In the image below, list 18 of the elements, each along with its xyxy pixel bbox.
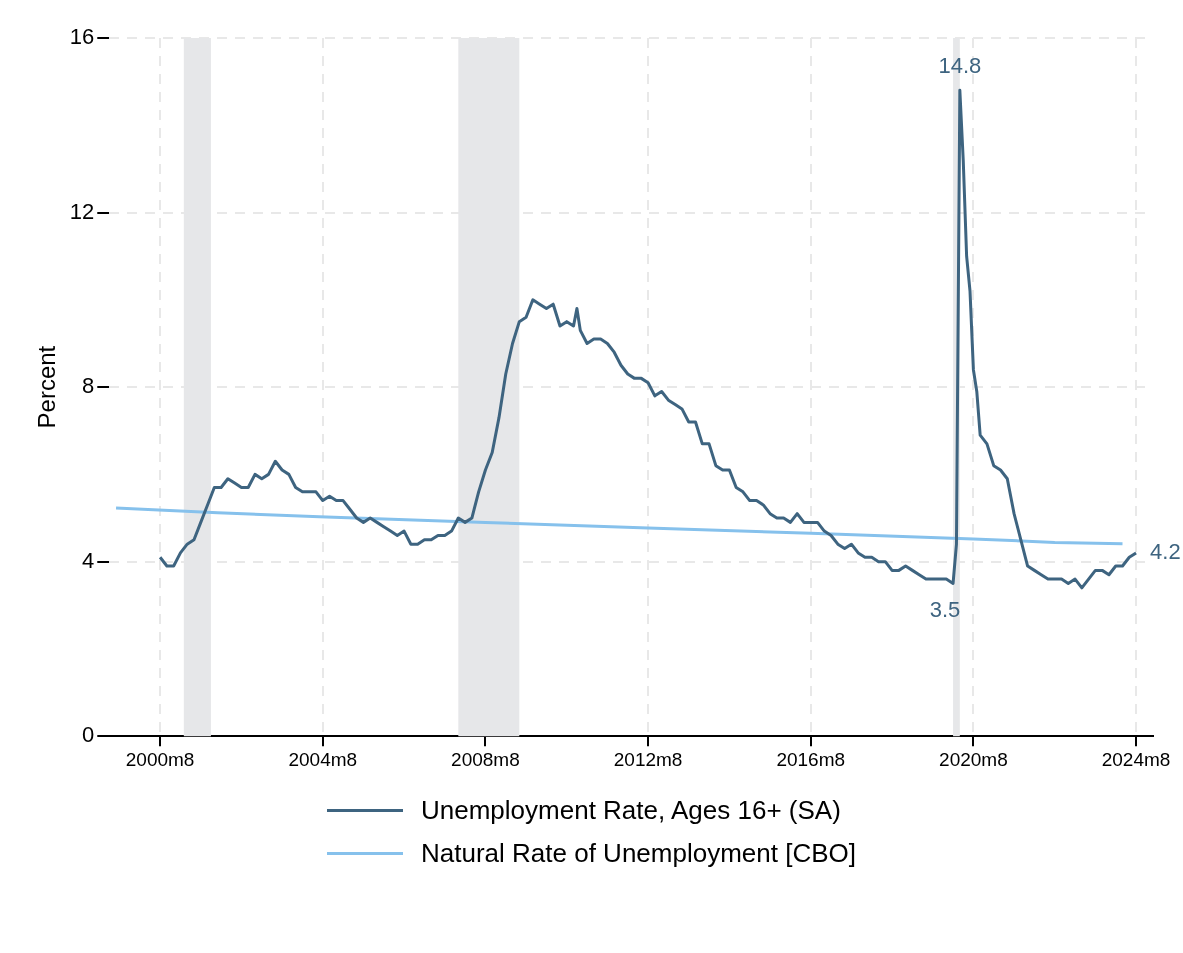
y-tick-label: 0	[82, 722, 95, 748]
annotation: 3.5	[929, 596, 961, 622]
x-tick-label: 2024m8	[1101, 748, 1171, 770]
y-axis-title: Percent	[33, 345, 61, 429]
legend-label: Natural Rate of Unemployment [CBO]	[421, 838, 856, 869]
x-tick-label: 2008m8	[451, 748, 520, 770]
y-tick-label: 4	[82, 547, 95, 573]
annotation: 14.8	[938, 53, 982, 79]
y-tick-label: 8	[82, 373, 95, 399]
x-tick-label: 2012m8	[613, 748, 683, 770]
y-tick-label: 12	[69, 198, 95, 224]
x-tick-label: 2016m8	[776, 748, 846, 770]
x-tick-label: 2004m8	[288, 748, 358, 770]
x-tick-label: 2020m8	[939, 748, 1008, 770]
x-tick-label: 2000m8	[125, 748, 195, 770]
y-tick-label: 16	[69, 24, 95, 50]
legend-label: Unemployment Rate, Ages 16+ (SA)	[421, 795, 841, 826]
annotation: 4.2	[1150, 538, 1181, 564]
